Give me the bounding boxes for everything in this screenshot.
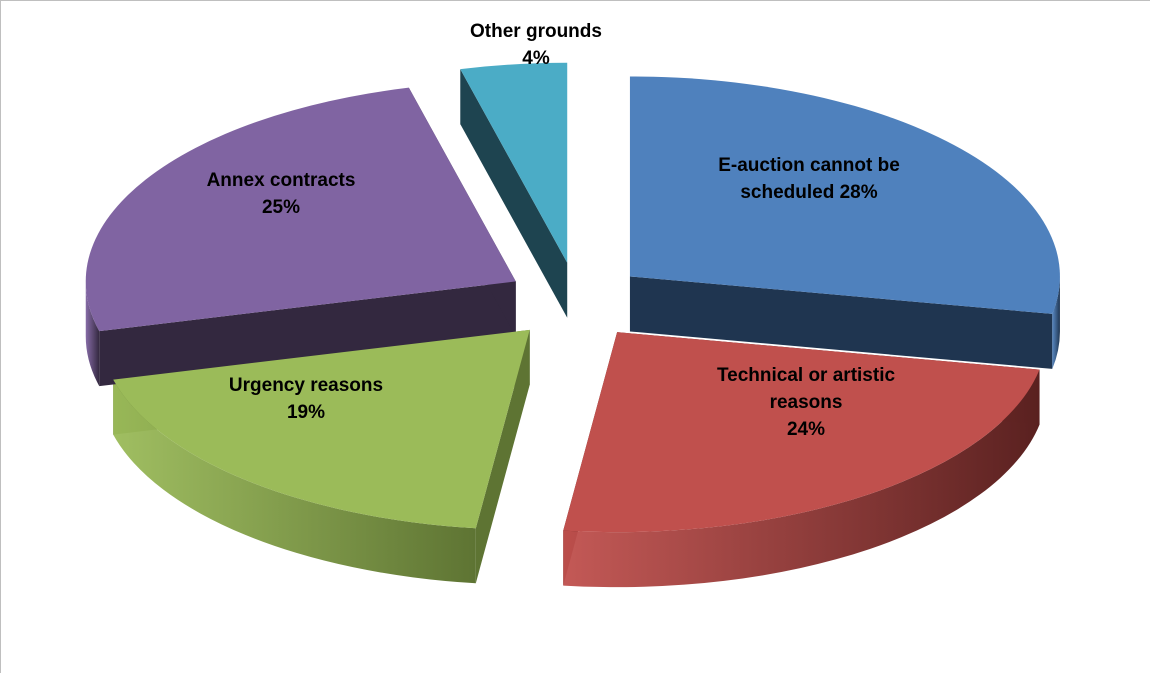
slice-tops <box>85 62 1060 533</box>
slice-label-line: Other grounds <box>470 21 602 42</box>
slice-label-line: scheduled 28% <box>740 182 877 203</box>
slice-wall-2-0 <box>475 329 530 584</box>
slice-side-4 <box>460 69 568 318</box>
slice-label-line: Urgency reasons <box>229 375 383 396</box>
slice-label-line: E-auction cannot be <box>718 155 900 176</box>
slice-label-line: 25% <box>262 197 300 218</box>
slice-label-line: reasons <box>770 392 843 413</box>
slice-rim-2 <box>113 379 476 584</box>
slice-label-0: E-auction cannot be scheduled 28% <box>718 155 900 203</box>
slice-wall-4-0 <box>460 69 568 318</box>
slice-wall-0-1 <box>629 276 1053 369</box>
pie-slice-0 <box>629 76 1060 314</box>
slice-label-3: Annex contracts 25% <box>207 170 356 218</box>
slice-labels: E-auction cannot be scheduled 28% Technica… <box>207 21 900 440</box>
slice-rim-1 <box>563 369 1040 588</box>
pie-slice-2 <box>113 329 530 529</box>
slice-label-line: 24% <box>787 419 825 440</box>
slice-rim-0 <box>1052 276 1060 369</box>
slice-side-0 <box>629 276 1060 369</box>
slice-label-line: Annex contracts <box>207 170 356 191</box>
slice-label-line: 4% <box>522 48 550 69</box>
slice-label-4: Other grounds 4% <box>470 21 602 69</box>
slice-label-2: Urgency reasons 19% <box>229 375 383 423</box>
pie-slice-3 <box>85 87 516 332</box>
slice-label-1: Technical or artistic reasons 24% <box>717 365 896 440</box>
pie-slice-4 <box>460 62 568 263</box>
slice-rim-3 <box>85 281 100 387</box>
slice-label-line: 19% <box>287 402 325 423</box>
pie-slice-1 <box>563 332 1040 533</box>
slice-label-line: Technical or artistic <box>717 365 896 386</box>
slice-wall-3-0 <box>99 281 516 387</box>
